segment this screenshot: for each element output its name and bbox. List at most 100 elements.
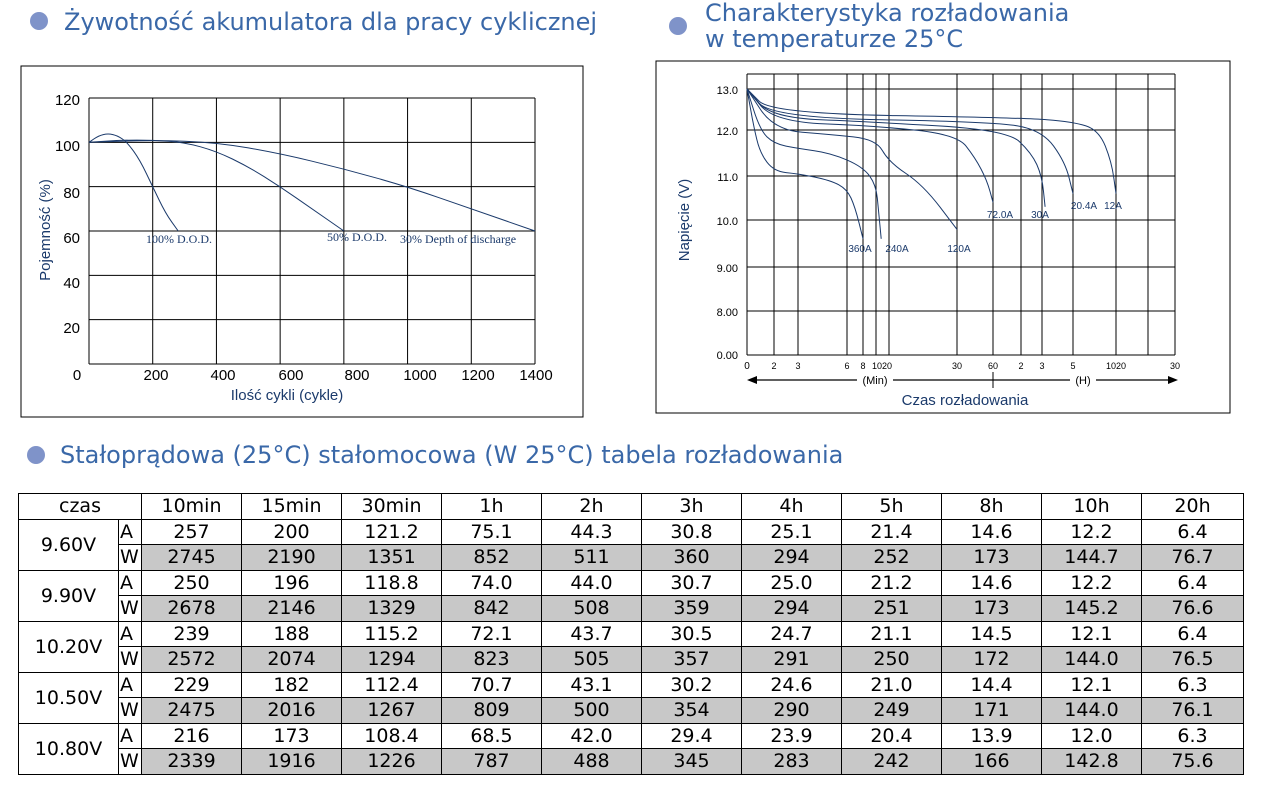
discharge-curve-5 <box>746 88 1074 194</box>
annotation-100-dod: 100% D.O.D. <box>146 232 212 246</box>
curve-label-120a: 120A <box>947 244 971 255</box>
value-cell: 2190 <box>241 544 342 571</box>
curve-label-72a: 72.0A <box>987 210 1013 221</box>
value-cell: 188 <box>241 620 342 647</box>
arrow-right-icon <box>1168 376 1178 384</box>
value-cell: 144.7 <box>1041 544 1142 571</box>
series-line-1 <box>88 139 345 232</box>
value-cell: 6.3 <box>1141 671 1244 698</box>
x-tick: 200 <box>143 367 168 384</box>
value-cell: 250 <box>141 569 242 596</box>
value-cell: 70.7 <box>441 671 542 698</box>
value-cell: 25.1 <box>741 518 842 545</box>
value-cell: 357 <box>641 646 742 673</box>
y-axis-label: Napięcie (V) <box>676 179 693 262</box>
value-cell: 345 <box>641 748 742 775</box>
value-cell: 112.4 <box>341 671 442 698</box>
x-tick: 8 <box>860 361 865 371</box>
unit-cell: W <box>118 697 142 724</box>
value-cell: 1267 <box>341 697 442 724</box>
value-cell: 75.1 <box>441 518 542 545</box>
y-tick: 12.0 <box>717 126 738 138</box>
x-tick: 5 <box>1070 361 1075 371</box>
value-cell: 291 <box>741 646 842 673</box>
y-tick: 60 <box>63 230 80 247</box>
unit-cell: A <box>118 518 142 545</box>
y-tick: 100 <box>55 138 80 155</box>
value-cell: 171 <box>941 697 1042 724</box>
table-row: W 2475 2016 1267 809 500 354 290 249 171 144.0 76.1 <box>19 697 1244 724</box>
table-row: W 2572 2074 1294 823 505 357 291 250 172 144.0 76.5 <box>19 646 1244 673</box>
value-cell: 2678 <box>141 595 242 622</box>
value-cell: 2745 <box>141 544 242 571</box>
discharge-curve-0 <box>746 88 864 239</box>
x-tick: 30 <box>952 361 962 371</box>
value-cell: 30.2 <box>641 671 742 698</box>
value-cell: 30.7 <box>641 569 742 596</box>
table-row: W 2339 1916 1226 787 488 345 283 242 166 142.8 75.6 <box>19 748 1244 775</box>
value-cell: 142.8 <box>1041 748 1142 775</box>
discharge-curve-6 <box>746 88 1117 194</box>
unit-cell: A <box>118 722 142 749</box>
series-line-2 <box>88 140 536 232</box>
value-cell: 6.4 <box>1141 569 1244 596</box>
value-cell: 1329 <box>341 595 442 622</box>
chart-frame <box>655 60 1231 414</box>
min-label-bg <box>857 372 893 386</box>
value-cell: 252 <box>841 544 942 571</box>
header-cell: 5h <box>841 493 942 520</box>
value-cell: 12.1 <box>1041 620 1142 647</box>
voltage-cell: 10.20V <box>18 620 119 673</box>
x-tick: 1020 <box>1106 361 1126 371</box>
value-cell: 2074 <box>241 646 342 673</box>
value-cell: 25.0 <box>741 569 842 596</box>
value-cell: 12.2 <box>1041 518 1142 545</box>
value-cell: 511 <box>541 544 642 571</box>
unit-cell: A <box>118 569 142 596</box>
header-cell: 3h <box>641 493 742 520</box>
header-cell: 15min <box>241 493 342 520</box>
value-cell: 30.5 <box>641 620 742 647</box>
value-cell: 76.5 <box>1141 646 1244 673</box>
curve-label-360a: 360A <box>848 244 872 255</box>
value-cell: 42.0 <box>541 722 642 749</box>
value-cell: 24.6 <box>741 671 842 698</box>
value-cell: 6.4 <box>1141 518 1244 545</box>
value-cell: 294 <box>741 544 842 571</box>
value-cell: 360 <box>641 544 742 571</box>
value-cell: 505 <box>541 646 642 673</box>
header-cell: 2h <box>541 493 642 520</box>
min-label: (Min) <box>862 375 887 387</box>
value-cell: 21.4 <box>841 518 942 545</box>
value-cell: 239 <box>141 620 242 647</box>
value-cell: 2572 <box>141 646 242 673</box>
table-row: 10.50V A 229 182 112.4 70.7 43.1 30.2 24.6 21.0 14… <box>18 671 1244 724</box>
value-cell: 72.1 <box>441 620 542 647</box>
title-bullet-icon <box>669 17 687 35</box>
header-cell: 30min <box>341 493 442 520</box>
value-cell: 249 <box>841 697 942 724</box>
h-label: (H) <box>1075 375 1090 387</box>
curve-label-20-4a: 20.4A <box>1071 201 1097 212</box>
value-cell: 75.6 <box>1141 748 1244 775</box>
value-cell: 200 <box>241 518 342 545</box>
unit-cell: W <box>118 748 142 775</box>
discharge-characteristics-chart: 13.0 12.0 11.0 10.0 9.00 8.00 0.00 0 2 3… <box>655 60 1231 414</box>
value-cell: 115.2 <box>341 620 442 647</box>
value-cell: 1916 <box>241 748 342 775</box>
y-tick: 20 <box>63 320 80 337</box>
value-cell: 68.5 <box>441 722 542 749</box>
table-row: W 2678 2146 1329 842 508 359 294 251 173 145.2 76.6 <box>19 595 1244 622</box>
x-tick: 0 <box>73 367 81 384</box>
value-cell: 173 <box>241 722 342 749</box>
value-cell: 2016 <box>241 697 342 724</box>
value-cell: 6.4 <box>1141 620 1244 647</box>
right-chart-title-line1: Charakterystyka rozładowania <box>705 0 1070 27</box>
value-cell: 76.1 <box>1141 697 1244 724</box>
value-cell: 172 <box>941 646 1042 673</box>
header-cell: 20h <box>1141 493 1244 520</box>
value-cell: 13.9 <box>941 722 1042 749</box>
header-cell: 10h <box>1041 493 1142 520</box>
value-cell: 216 <box>141 722 242 749</box>
x-tick: 600 <box>278 367 303 384</box>
